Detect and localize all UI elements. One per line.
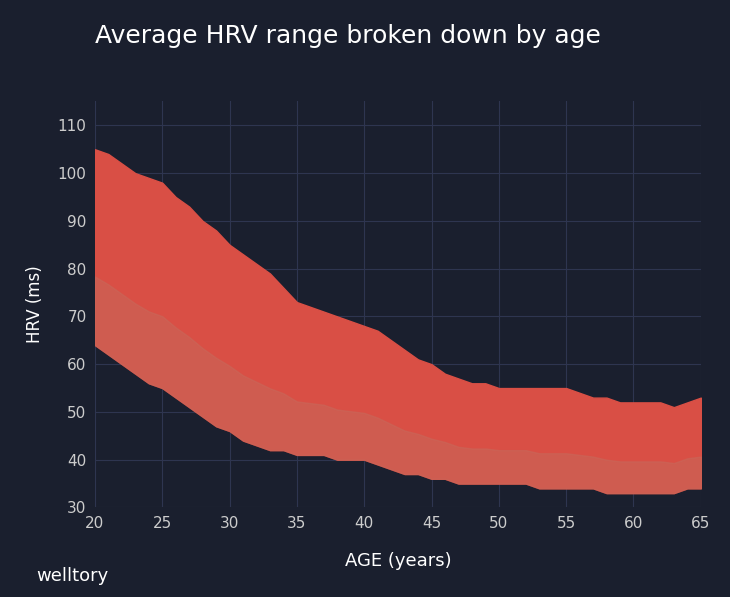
Y-axis label: HRV (ms): HRV (ms) xyxy=(26,266,44,343)
X-axis label: AGE (years): AGE (years) xyxy=(345,552,451,570)
Text: welltory: welltory xyxy=(36,567,109,585)
Text: Average HRV range broken down by age: Average HRV range broken down by age xyxy=(95,24,601,48)
